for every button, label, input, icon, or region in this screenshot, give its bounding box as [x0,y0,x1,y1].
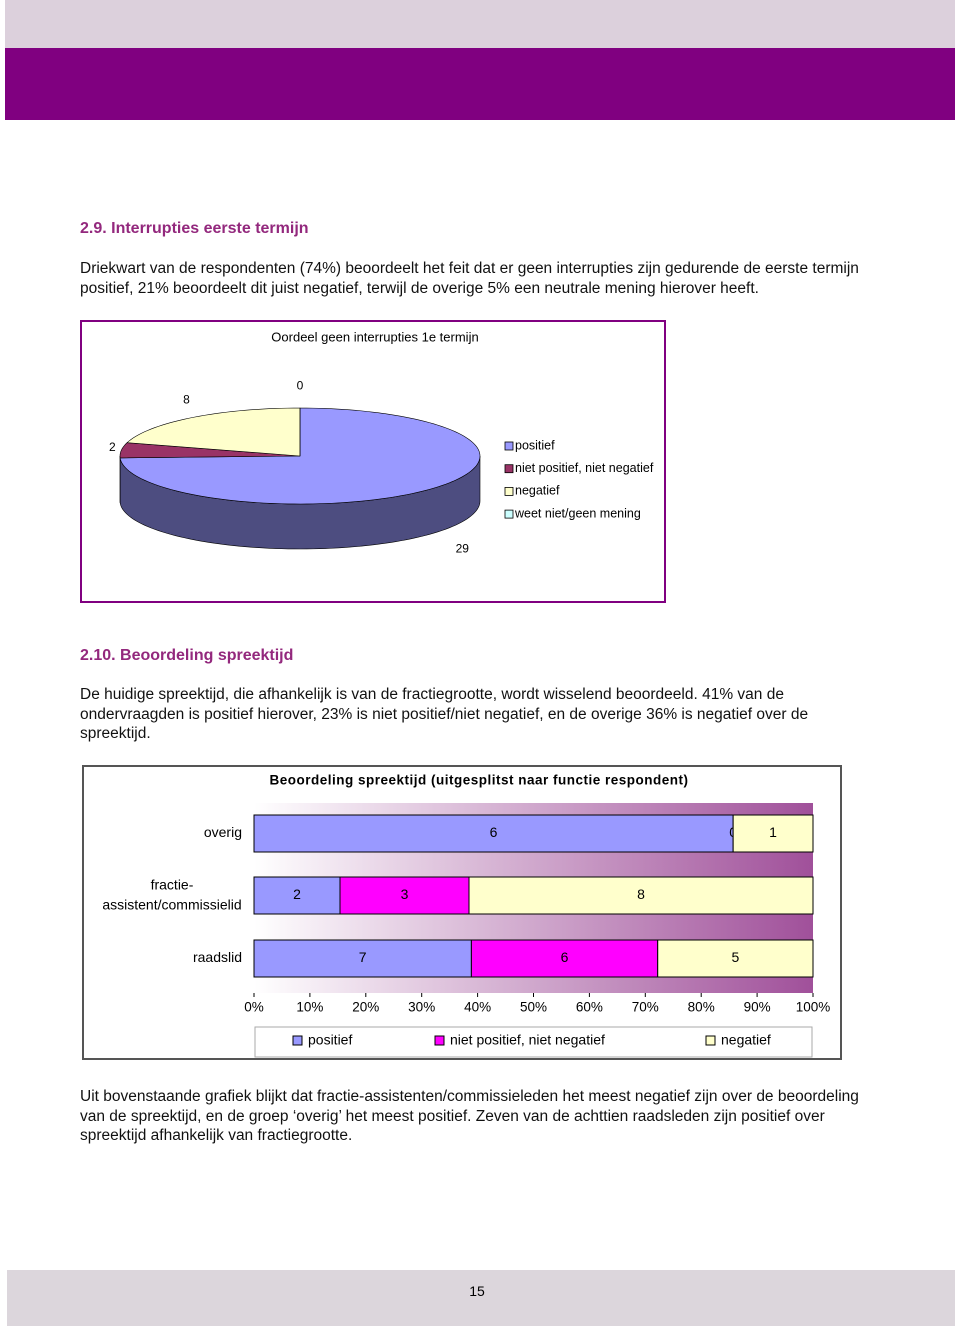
data-label: 0 [297,379,304,393]
chart-frame [80,320,666,603]
section-heading: 2.9. Interrupties eerste termijn [80,220,309,237]
legend-label: niet positief, niet negatief [450,1032,605,1048]
chart-title: Beoordeling spreektijd (uitgesplitst naa… [269,773,688,788]
x-tick-label: 10% [296,1000,323,1015]
legend-label: niet positief, niet negatief [515,461,654,475]
data-label: 8 [637,886,645,902]
x-tick-label: 50% [520,1000,547,1015]
data-label: 3 [401,886,409,902]
pie-chart: Oordeel geen interrupties 1e termijn 29 2… [109,329,654,555]
legend-swatch [504,509,514,519]
bar-segment [732,814,814,853]
footer-band [7,1270,955,1326]
pie-slice [126,407,301,457]
header-bar [5,48,955,120]
chart-frame [82,765,842,1060]
legend-swatch [434,1035,445,1046]
legend-swatch [504,486,514,496]
bar-segment [657,939,814,978]
section-heading: 2.10. Beoordeling spreektijd [80,647,294,664]
bar-segment [253,814,734,853]
legend-swatch [292,1035,303,1046]
data-label: 6 [490,824,498,840]
chart-title: Oordeel geen interrupties 1e termijn [271,329,478,344]
y-tick-label: fractie-assistent/commissielid [102,876,241,912]
pie-slice [119,442,301,459]
data-label: 5 [731,949,739,965]
legend-swatch [504,441,514,451]
x-tick-label: 20% [352,1000,379,1015]
paragraph: Driekwart van de respondenten (74%) beoo… [80,260,859,297]
header-band [5,0,955,48]
legend-label: weet niet/geen mening [514,506,641,520]
data-label: 2 [109,440,116,454]
bar-segment [253,876,341,915]
paragraph: Uit bovenstaande grafiek blijkt dat frac… [80,1088,859,1144]
data-label: 7 [359,949,367,965]
x-tick-label: 0% [244,1000,264,1015]
x-tick-label: 30% [408,1000,435,1015]
legend-box [254,1026,813,1058]
legend-swatch [504,464,514,474]
bar-segment [253,939,472,978]
data-label: 6 [561,949,569,965]
legend-label: positief [308,1032,352,1048]
x-tick-label: 90% [744,1000,771,1015]
legend-label: negatief [721,1032,771,1048]
x-tick-label: 60% [576,1000,603,1015]
data-label: 2 [293,886,301,902]
x-tick-label: 70% [632,1000,659,1015]
bar-segment [339,876,470,915]
y-tick-label: overig [204,824,242,840]
x-tick-label: 100% [796,1000,831,1015]
bar-chart: Beoordeling spreektijd (uitgesplitst naa… [102,773,831,1058]
page-number: 15 [469,1283,485,1299]
data-label: 8 [183,393,190,407]
legend-label: positief [515,438,555,452]
data-label: 1 [769,824,777,840]
data-label: 29 [456,541,470,555]
y-tick-label: raadslid [193,949,242,965]
x-tick-label: 80% [688,1000,715,1015]
x-tick-label: 40% [464,1000,491,1015]
bar-segment [468,876,814,915]
paragraph: De huidige spreektijd, die afhankelijk i… [80,686,809,742]
legend-label: negatief [515,484,560,498]
legend-swatch [705,1035,716,1046]
